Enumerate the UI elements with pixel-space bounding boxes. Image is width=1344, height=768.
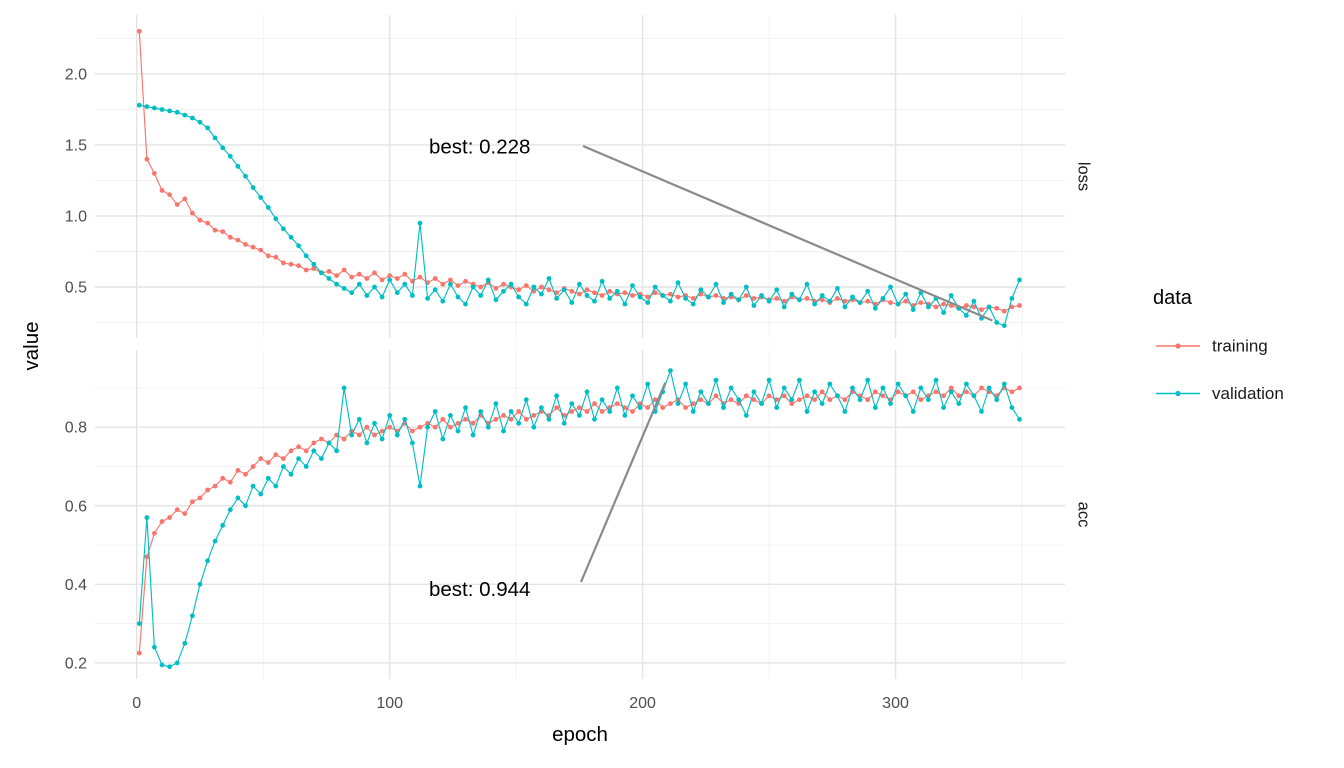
x-tick-label: 200 bbox=[629, 695, 656, 712]
x-tick-label: 0 bbox=[132, 695, 141, 712]
annotation-arrow-loss bbox=[582, 144, 993, 322]
y-tick-label: 1.0 bbox=[65, 208, 87, 225]
legend-key-training bbox=[1156, 343, 1200, 349]
series-acc-validation bbox=[136, 368, 1022, 670]
legend-title: data bbox=[1153, 287, 1193, 309]
x-tick-label: 100 bbox=[376, 695, 403, 712]
y-axis-title: value bbox=[20, 321, 43, 370]
legend-label-validation: validation bbox=[1212, 384, 1284, 403]
y-tick-label: 0.8 bbox=[65, 420, 87, 437]
series-acc-training bbox=[136, 385, 1022, 656]
panel-grid-acc bbox=[95, 350, 1065, 679]
y-tick-label: 0.4 bbox=[65, 577, 87, 594]
series-loss-validation bbox=[136, 102, 1022, 328]
y-tick-label: 0.5 bbox=[65, 280, 87, 297]
x-axis-title: epoch bbox=[552, 723, 608, 746]
y-tick-label: 1.5 bbox=[65, 137, 87, 154]
annotation-best-loss: best: 0.228 bbox=[429, 136, 530, 159]
panel-grid-loss bbox=[95, 15, 1065, 338]
facet-strip-acc: acc bbox=[1075, 502, 1093, 528]
y-tick-label: 0.2 bbox=[65, 655, 87, 672]
x-tick-label: 300 bbox=[882, 695, 909, 712]
y-tick-label: 2.0 bbox=[65, 66, 87, 83]
legend bbox=[1156, 343, 1200, 397]
y-tick-label: 0.6 bbox=[65, 498, 87, 515]
facet-strip-loss: loss bbox=[1075, 162, 1093, 191]
legend-key-validation bbox=[1156, 390, 1200, 397]
annotation-best-acc: best: 0.944 bbox=[429, 578, 530, 601]
annotation-arrow-acc bbox=[579, 382, 667, 583]
legend-label-training: training bbox=[1212, 337, 1268, 356]
series-loss-training bbox=[136, 28, 1022, 314]
